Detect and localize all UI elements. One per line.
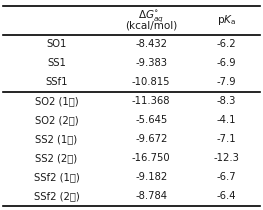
Text: SO2 (2차): SO2 (2차) <box>35 115 78 125</box>
Text: $\Delta G^{\circ}_{aq}$: $\Delta G^{\circ}_{aq}$ <box>138 8 164 24</box>
Text: -6.7: -6.7 <box>216 172 236 182</box>
Text: SO2 (1차): SO2 (1차) <box>35 96 78 106</box>
Text: -8.432: -8.432 <box>135 39 167 49</box>
Text: -4.1: -4.1 <box>216 115 236 125</box>
Text: SS1: SS1 <box>47 58 66 68</box>
Text: p$K_{\rm a}$: p$K_{\rm a}$ <box>217 13 236 28</box>
Text: -7.1: -7.1 <box>216 134 236 144</box>
Text: -9.672: -9.672 <box>135 134 168 144</box>
Text: -6.2: -6.2 <box>216 39 236 49</box>
Text: SSf1: SSf1 <box>45 77 68 87</box>
Text: SSf2 (1차): SSf2 (1차) <box>34 172 79 182</box>
Text: -8.784: -8.784 <box>135 191 167 201</box>
Text: -11.368: -11.368 <box>132 96 170 106</box>
Text: SS2 (1차): SS2 (1차) <box>36 134 78 144</box>
Text: -9.383: -9.383 <box>135 58 167 68</box>
Text: -9.182: -9.182 <box>135 172 167 182</box>
Text: SO1: SO1 <box>46 39 67 49</box>
Text: SSf2 (2차): SSf2 (2차) <box>34 191 79 201</box>
Text: -5.645: -5.645 <box>135 115 167 125</box>
Text: -10.815: -10.815 <box>132 77 170 87</box>
Text: -7.9: -7.9 <box>216 77 236 87</box>
Text: SS2 (2차): SS2 (2차) <box>36 153 78 163</box>
Text: -16.750: -16.750 <box>132 153 170 163</box>
Text: -12.3: -12.3 <box>213 153 239 163</box>
Text: -6.9: -6.9 <box>216 58 236 68</box>
Text: -6.4: -6.4 <box>216 191 236 201</box>
Text: -8.3: -8.3 <box>216 96 236 106</box>
Text: (kcal/mol): (kcal/mol) <box>125 21 177 31</box>
